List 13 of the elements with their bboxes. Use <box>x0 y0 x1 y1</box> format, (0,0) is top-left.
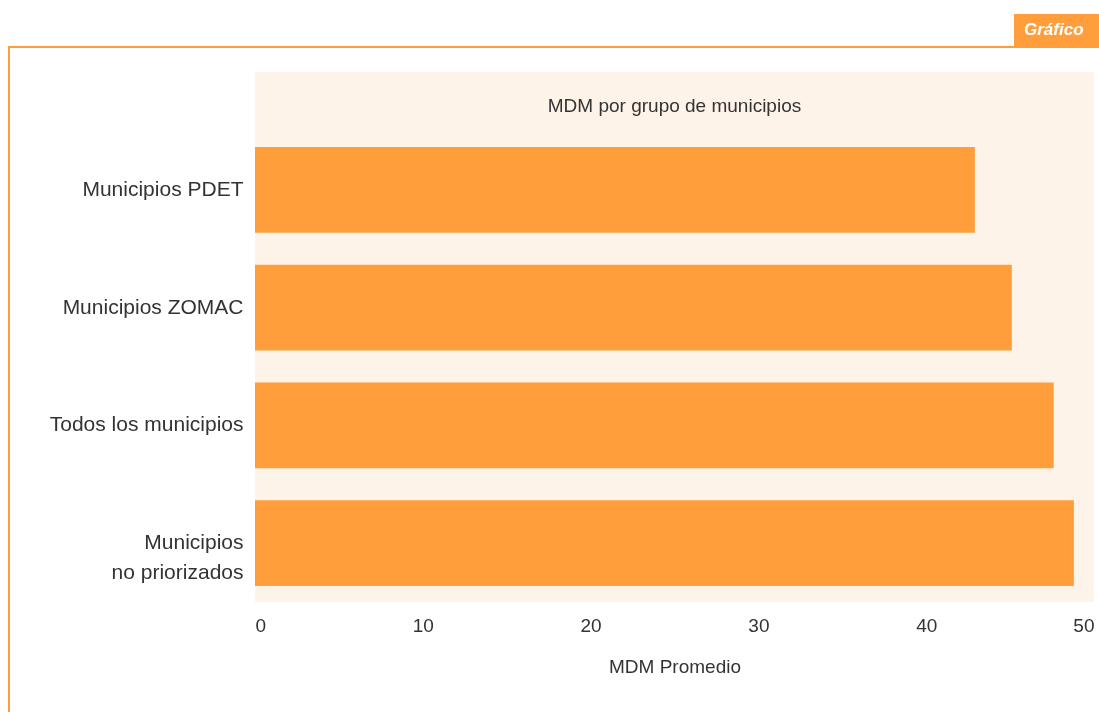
text: MDM por grupo de municipios <box>547 95 802 116</box>
y-tick-label: Municipios PDET <box>82 176 244 200</box>
x-tick-label: 30 <box>748 614 770 636</box>
y-tick-label: Municipios no priorizados <box>111 530 244 584</box>
y-tick-label: Municipios ZOMAC <box>62 294 244 318</box>
x-tick-label: 10 <box>412 614 434 636</box>
text: Gráfico <box>1014 14 1099 46</box>
x-axis-title: MDM Promedio <box>609 655 741 677</box>
x-tick-label: 40 <box>916 614 938 636</box>
y-tick-label: Todos los municipios <box>49 412 244 436</box>
x-tick-label: 0 <box>255 614 267 636</box>
x-tick-label: 20 <box>580 614 602 636</box>
x-tick-label: 50 <box>1073 614 1095 636</box>
